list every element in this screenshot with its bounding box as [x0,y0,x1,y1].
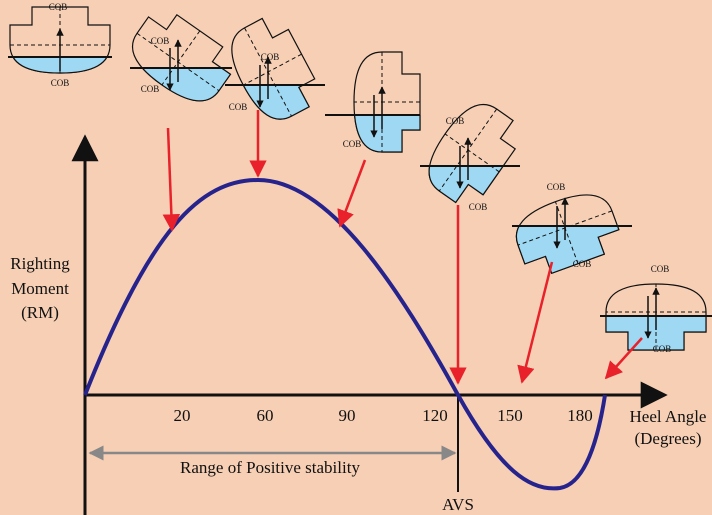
tick-label: 180 [567,406,593,425]
water [508,185,625,281]
axes [85,137,665,515]
ship: COB [325,52,420,152]
hull-water [121,2,241,113]
avs-label: AVS [442,495,474,514]
y-label: (RM) [21,303,59,322]
x-label: (Degrees) [634,429,701,448]
cob-label: COB [651,264,670,274]
deck [416,93,527,213]
range-label: Range of Positive stability [180,458,360,477]
deck [121,2,241,113]
cob-label: COB [261,52,280,62]
ship: COB COB [220,10,325,129]
water [416,93,527,213]
tick-label: 150 [497,406,523,425]
cob-label: COB [547,182,566,192]
cob-label: COB [573,259,592,269]
diagram: COBCOBCOBCOBCOBCOBCOBCOBCOBCOBCOBCOBCOB … [0,0,712,515]
cob-label: COB [141,84,160,94]
ship: COB COB [416,93,527,213]
hull [121,2,241,113]
ships: COB COB COB COB COB COB COB COB COB COB COB COB COB [8,2,712,354]
ship: COB COB [508,182,632,281]
ship: COB COB [8,2,112,88]
cob-label: COB [446,116,465,126]
ship: COB COB [600,264,712,354]
ship: COB COB [121,2,241,113]
hull [416,93,527,213]
tick-label: 90 [339,406,356,425]
cob-label: COB [229,102,248,112]
cob-label: COB [343,139,362,149]
water [121,2,241,113]
cob-label: COB [653,344,672,354]
y-label: Moment [11,279,69,298]
hull-water [508,185,625,281]
tick-label: 60 [257,406,274,425]
tick-label: 120 [422,406,448,425]
cob-label: COB [469,202,488,212]
cob-label: COB [51,78,70,88]
x-label: Heel Angle [630,407,707,426]
tick-label: 20 [174,406,191,425]
cob-label: COB [49,2,68,12]
cob-label: COB [151,36,170,46]
hull-water [416,93,527,213]
y-label: Righting [10,254,70,273]
